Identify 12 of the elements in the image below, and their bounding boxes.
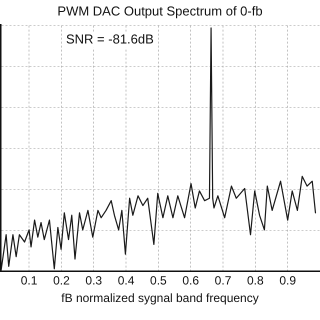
x-tick-label: 0.4 (118, 274, 135, 288)
x-tick-label: 0.9 (279, 274, 296, 288)
x-tick-label: 0.7 (214, 274, 232, 288)
x-tick-label: 0.6 (182, 274, 200, 288)
chart-title: PWM DAC Output Spectrum of 0-fb (57, 3, 263, 18)
x-tick-label: 0.2 (53, 274, 70, 288)
x-tick-label: 0.8 (247, 274, 264, 288)
x-axis-title: fB normalized sygnal band frequency (61, 291, 259, 306)
annotation: SNR = -81.6dB (66, 32, 154, 47)
x-tick-label: 0.5 (150, 274, 168, 288)
x-tick-label: 0.3 (85, 274, 102, 288)
x-tick-label: 0.1 (20, 274, 38, 288)
